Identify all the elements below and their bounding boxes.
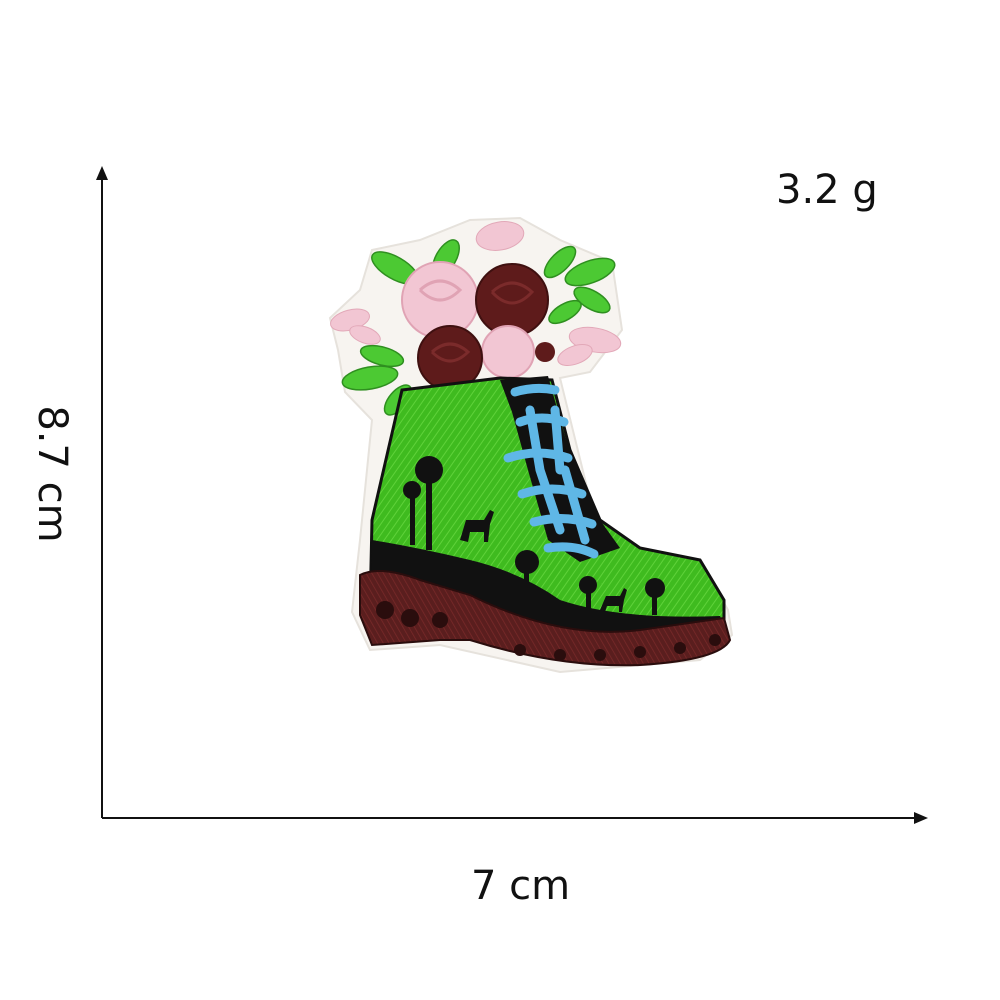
roses [401,261,555,391]
right-arrow-icon [914,812,928,824]
up-arrow-icon [96,166,108,180]
laces [503,383,599,559]
boot-sole [359,570,732,667]
height-label: 8.7 cm [29,405,75,543]
leaves [341,239,616,416]
sole-treads [376,601,721,661]
weight-label: 3.2 g [776,167,878,213]
pink-sprigs [330,221,622,366]
width-label: 7 cm [471,863,571,909]
